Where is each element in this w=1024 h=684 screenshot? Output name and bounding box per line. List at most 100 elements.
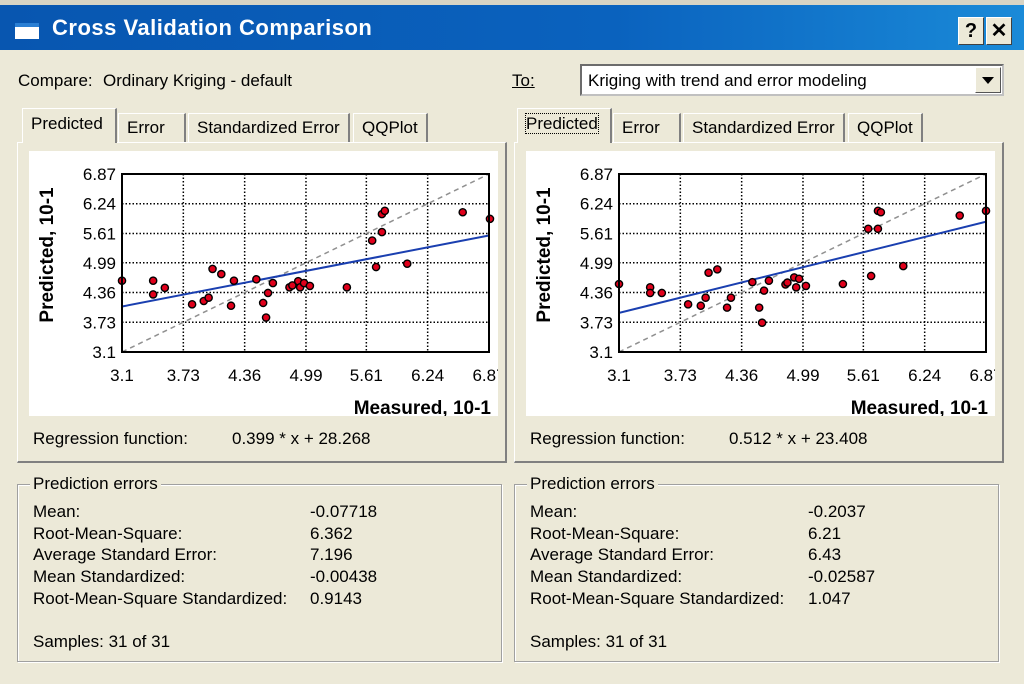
x-tick-label: 4.36 bbox=[725, 366, 758, 385]
reference-line bbox=[619, 174, 986, 352]
error-label: Root-Mean-Square: bbox=[530, 524, 680, 543]
data-point bbox=[754, 303, 764, 312]
error-label: Mean Standardized: bbox=[530, 567, 683, 586]
tab-predicted[interactable]: Predicted bbox=[22, 108, 117, 143]
y-tick-label: 6.87 bbox=[83, 165, 116, 184]
regression-value: 0.399 * x + 28.268 bbox=[232, 429, 371, 448]
tab-error[interactable]: Error bbox=[118, 113, 186, 142]
x-tick-label: 6.24 bbox=[411, 366, 444, 385]
y-tick-label: 3.73 bbox=[83, 313, 116, 332]
y-tick-label: 4.36 bbox=[83, 284, 116, 303]
error-value: -0.2037 bbox=[808, 502, 866, 521]
data-point bbox=[458, 207, 468, 217]
data-point bbox=[216, 269, 226, 279]
title-bar: Cross Validation Comparison ? ✕ bbox=[0, 0, 1024, 50]
data-point bbox=[187, 300, 197, 309]
help-button[interactable]: ? bbox=[958, 17, 984, 45]
close-button[interactable]: ✕ bbox=[986, 17, 1012, 45]
data-point bbox=[261, 313, 271, 322]
x-tick-label: 5.61 bbox=[847, 366, 880, 385]
y-axis-label: Predicted, 10-1 bbox=[534, 187, 555, 323]
group-title: Prediction errors bbox=[30, 474, 161, 494]
data-point bbox=[377, 227, 387, 237]
data-point bbox=[764, 276, 774, 286]
data-point bbox=[252, 274, 261, 284]
tab-qqplot[interactable]: QQPlot bbox=[353, 113, 428, 142]
tab-page: 3.1 3.73 4.36 4.99 5.61 6.24 6.87 3.1 3.73 4.36 4.… bbox=[17, 142, 507, 463]
x-tick-label: 3.1 bbox=[110, 366, 134, 385]
error-label: Mean: bbox=[33, 502, 81, 521]
data-point bbox=[380, 206, 390, 216]
data-point bbox=[402, 259, 412, 269]
tab-standardized-error[interactable]: Standardized Error bbox=[683, 113, 845, 142]
plot-marks bbox=[619, 174, 986, 352]
regression-line bbox=[619, 220, 986, 314]
scatter-chart: 3.1 3.73 4.36 4.99 5.61 6.24 6.87 3.1 3.73 4.36 4.… bbox=[29, 151, 498, 416]
y-tick-label: 4.99 bbox=[580, 254, 613, 273]
error-label: Average Standard Error: bbox=[530, 545, 714, 564]
to-model-value: Kriging with trend and error modeling bbox=[588, 71, 867, 90]
prediction-errors-group: Prediction errors Mean: -0.2037 Root-Mean… bbox=[514, 474, 999, 662]
error-value: 6.362 bbox=[310, 524, 353, 543]
chevron-down-icon[interactable] bbox=[975, 67, 1001, 93]
y-tick-label: 3.1 bbox=[589, 343, 613, 362]
plot-frame bbox=[618, 173, 987, 353]
data-point bbox=[645, 288, 655, 298]
y-tick-label: 5.61 bbox=[83, 224, 116, 243]
data-point bbox=[722, 303, 732, 312]
data-point bbox=[757, 318, 767, 328]
data-point bbox=[876, 207, 886, 217]
data-point bbox=[791, 283, 801, 292]
window-title: Cross Validation Comparison bbox=[52, 15, 373, 40]
tab-label: Standardized Error bbox=[197, 118, 340, 137]
chart-svg: 3.1 3.73 4.36 4.99 5.61 6.24 6.87 3.1 3.73 4.36 4.… bbox=[534, 165, 995, 416]
samples-count: Samples: 31 of 31 bbox=[530, 632, 668, 651]
data-point bbox=[226, 301, 236, 311]
x-tick-label: 6.24 bbox=[908, 366, 941, 385]
y-tick-label: 3.1 bbox=[92, 343, 116, 362]
data-point bbox=[204, 293, 213, 303]
x-tick-label: 3.1 bbox=[607, 366, 631, 385]
data-point bbox=[701, 293, 710, 303]
data-point bbox=[713, 265, 722, 274]
plot-frame bbox=[121, 173, 490, 353]
x-tick-label: 3.73 bbox=[167, 366, 200, 385]
y-tick-label: 4.36 bbox=[580, 284, 613, 303]
error-value: 1.047 bbox=[808, 589, 851, 608]
data-point bbox=[160, 283, 170, 293]
compare-value: Ordinary Kriging - default bbox=[103, 71, 292, 90]
data-point bbox=[801, 281, 811, 291]
compare-label: Compare: bbox=[18, 71, 93, 90]
data-point bbox=[371, 262, 381, 272]
tab-qqplot[interactable]: QQPlot bbox=[848, 113, 923, 142]
data-point bbox=[783, 278, 792, 287]
tab-error[interactable]: Error bbox=[613, 113, 681, 142]
tab-label: QQPlot bbox=[362, 118, 418, 137]
x-tick-label: 5.61 bbox=[350, 366, 383, 385]
error-label: Average Standard Error: bbox=[33, 545, 217, 564]
tab-standardized-error[interactable]: Standardized Error bbox=[188, 113, 350, 142]
y-tick-label: 3.73 bbox=[580, 313, 613, 332]
error-label: Root-Mean-Square Standardized: bbox=[33, 589, 288, 608]
error-value: 0.9143 bbox=[310, 589, 362, 608]
plot-marks bbox=[122, 174, 489, 352]
error-label: Mean Standardized: bbox=[33, 567, 186, 586]
to-model-dropdown[interactable]: Kriging with trend and error modeling bbox=[580, 64, 1004, 96]
data-point bbox=[263, 288, 273, 298]
tab-page: 3.1 3.73 4.36 4.99 5.61 6.24 6.87 3.1 3.73 4.36 4.… bbox=[514, 142, 1004, 463]
x-tick-label: 3.73 bbox=[664, 366, 697, 385]
regression-label: Regression function: bbox=[33, 429, 188, 448]
data-point bbox=[268, 278, 278, 288]
error-label: Root-Mean-Square: bbox=[33, 524, 183, 543]
x-tick-label: 6.87 bbox=[472, 366, 498, 385]
data-point bbox=[148, 290, 158, 299]
data-point bbox=[305, 281, 315, 291]
x-tick-label: 4.99 bbox=[289, 366, 322, 385]
data-point bbox=[759, 286, 769, 295]
prediction-errors-group: Prediction errors Mean: -0.07718 Root-Mea… bbox=[17, 474, 502, 662]
tab-label: Standardized Error bbox=[692, 118, 835, 137]
x-axis-label: Measured, 10-1 bbox=[851, 398, 989, 416]
error-label: Root-Mean-Square Standardized: bbox=[530, 589, 785, 608]
regression-label: Regression function: bbox=[530, 429, 685, 448]
tab-predicted[interactable]: Predicted bbox=[517, 108, 612, 143]
